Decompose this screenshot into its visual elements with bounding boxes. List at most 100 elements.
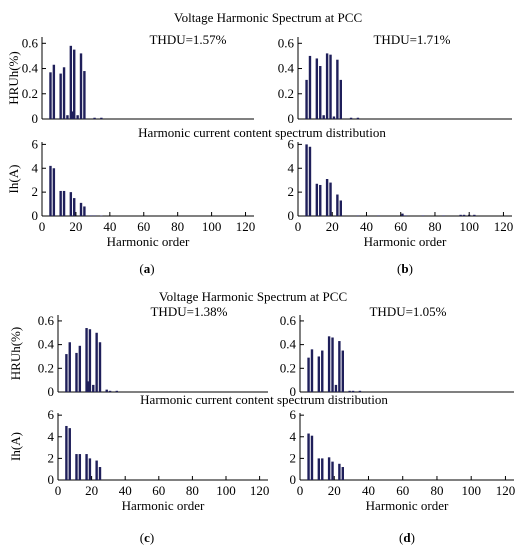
x-tick-label: 0 <box>39 219 46 234</box>
panel-label-b-open: ( <box>397 261 401 276</box>
x-tick-label: 100 <box>461 483 481 498</box>
bar <box>349 117 353 119</box>
y-tick-label: 2 <box>288 184 295 199</box>
panel-label-b: (b) <box>397 261 413 276</box>
bar <box>105 389 108 392</box>
thdu-title: THDU=1.57% <box>149 32 226 47</box>
bar <box>329 54 332 119</box>
figure-title-current-top: Harmonic current content spectrum distri… <box>138 125 386 140</box>
y-tick-label: 2 <box>48 450 55 465</box>
bar <box>52 168 56 216</box>
x-tick-label: 80 <box>186 483 199 498</box>
x-tick-label: 80 <box>171 219 184 234</box>
bar <box>336 59 339 119</box>
bar <box>331 461 334 480</box>
bar <box>85 328 88 392</box>
bar <box>85 454 88 480</box>
x-tick-label: 20 <box>85 483 98 498</box>
x-tick-label: 100 <box>202 219 222 234</box>
bar <box>308 146 312 216</box>
y-tick-label: 0.6 <box>38 313 55 328</box>
x-tick-label: 100 <box>216 483 236 498</box>
panel-label-a-open: ( <box>139 261 143 276</box>
y-tick-label: 4 <box>48 429 55 444</box>
bar <box>62 67 66 119</box>
bar <box>75 352 78 392</box>
bar <box>351 390 355 392</box>
bar <box>321 350 324 392</box>
bar <box>307 433 310 480</box>
bar <box>88 458 92 480</box>
panel-label-b-letter: b <box>401 261 408 276</box>
bar <box>462 214 466 216</box>
bar <box>404 215 408 216</box>
bar <box>65 425 68 480</box>
x-tick-label: 120 <box>250 483 270 498</box>
bar <box>322 115 325 119</box>
panel-label-c-close: ) <box>150 530 154 545</box>
bar <box>310 435 314 480</box>
x-tick-label: 120 <box>494 219 514 234</box>
bar <box>83 206 86 216</box>
bar <box>421 215 425 216</box>
bar <box>308 55 312 119</box>
y-tick-label: 2 <box>32 184 39 199</box>
panel-label-a-close: ) <box>150 261 154 276</box>
y-axis-label: HRUh(%) <box>8 327 23 380</box>
panel-label-c: (c) <box>140 530 154 545</box>
x-axis-label: Harmonic order <box>364 234 447 249</box>
bar <box>339 200 342 216</box>
bar <box>327 457 331 480</box>
panel-label-a-letter: a <box>144 261 151 276</box>
y-tick-label: 0.2 <box>38 360 54 375</box>
x-tick-label: 80 <box>430 483 443 498</box>
bar <box>68 342 71 392</box>
bar <box>356 117 360 119</box>
y-tick-label: 0.4 <box>280 337 297 352</box>
y-tick-label: 0.4 <box>22 61 39 76</box>
bar <box>339 79 342 119</box>
y-tick-label: 6 <box>48 407 55 422</box>
bar <box>341 467 344 480</box>
y-tick-label: 0 <box>290 384 297 399</box>
bar <box>98 467 102 480</box>
bar <box>319 184 322 216</box>
x-tick-label: 120 <box>496 483 516 498</box>
y-tick-label: 0 <box>290 472 297 487</box>
bar <box>100 117 103 119</box>
x-tick-label: 20 <box>328 483 341 498</box>
bar <box>401 213 404 216</box>
bar <box>87 381 90 392</box>
bar <box>89 215 93 216</box>
bar <box>310 349 314 392</box>
y-tick-label: 2 <box>290 450 297 465</box>
y-tick-label: 0 <box>48 384 55 399</box>
bar <box>65 354 68 392</box>
y-tick-label: 0.6 <box>22 35 39 50</box>
chart-c-voltage: 0 0.2 0.4 0.6 HRUh(%) THDU=1.38% <box>8 304 268 399</box>
y-tick-label: 0 <box>288 208 295 223</box>
bar <box>73 49 76 120</box>
bar <box>315 58 319 119</box>
bar <box>329 182 332 216</box>
bar <box>71 111 74 119</box>
y-tick-label: 0 <box>32 111 39 126</box>
bar <box>315 183 319 216</box>
bar <box>317 356 321 392</box>
bar <box>79 202 83 216</box>
bar <box>76 115 79 119</box>
y-tick-label: 4 <box>288 160 295 175</box>
chart-d-voltage: 0 0.2 0.4 0.6 THDU=1.05% <box>280 304 514 399</box>
bar <box>75 454 78 480</box>
x-tick-label: 120 <box>236 219 256 234</box>
bar <box>108 390 112 392</box>
bar <box>59 190 62 216</box>
y-tick-label: 0.6 <box>280 313 297 328</box>
bar <box>95 460 98 480</box>
x-tick-label: 40 <box>362 483 375 498</box>
y-tick-label: 0 <box>48 472 55 487</box>
